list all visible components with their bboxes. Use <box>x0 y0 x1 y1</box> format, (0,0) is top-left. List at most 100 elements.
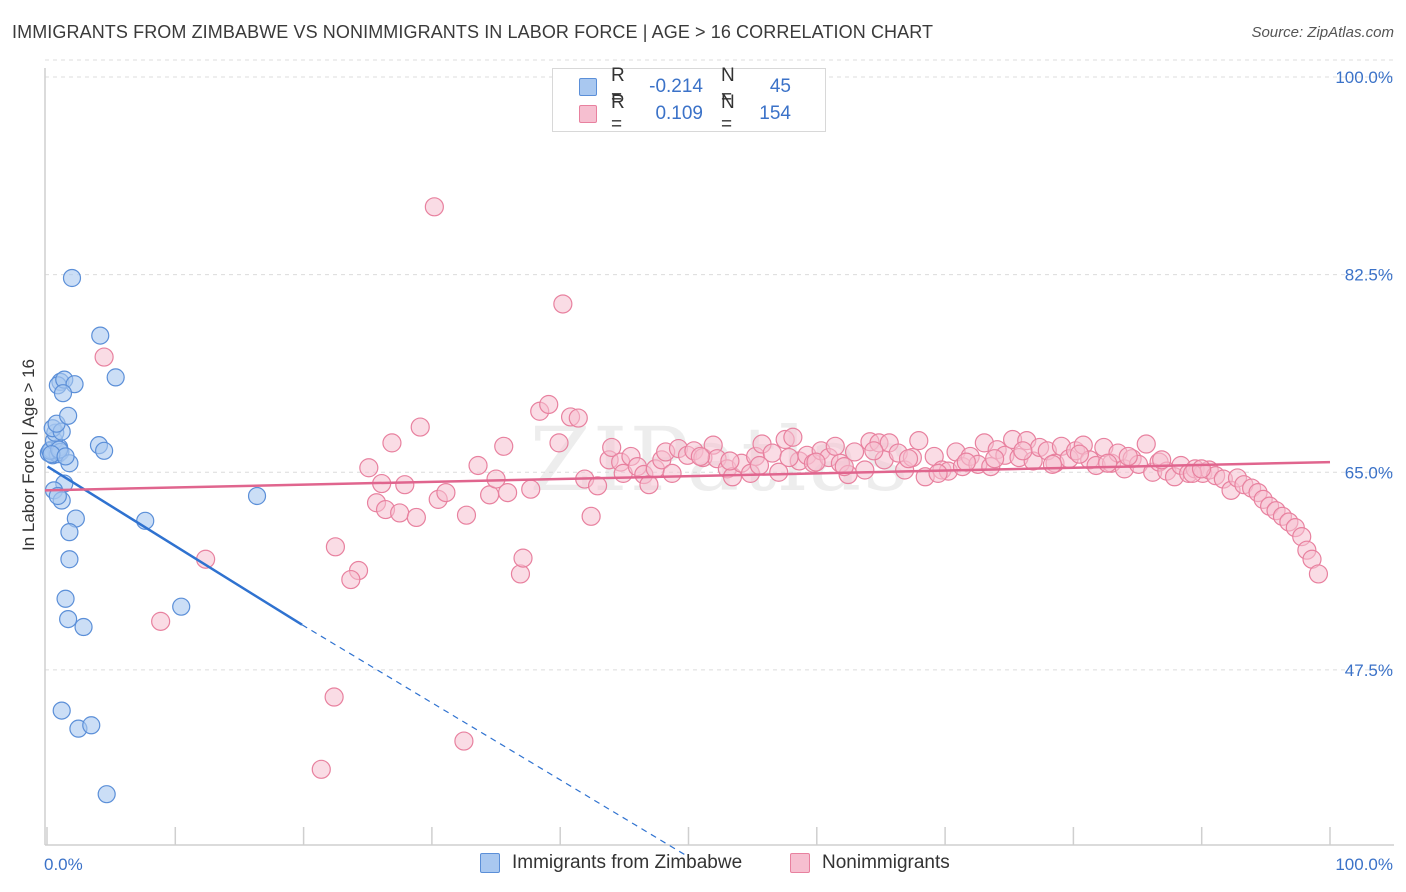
tick-labels: 47.5% 65.0% 82.5% 100.0% 0.0% 100.0% <box>44 68 1393 874</box>
nonimmigrant-point <box>1152 450 1172 470</box>
nonimmigrant-point <box>549 433 569 453</box>
legend-row-nonimmigrants: R = 0.109 N = 154 <box>579 92 791 135</box>
zimbabwe-trend-extension <box>301 624 688 857</box>
nonimmigrant-point <box>834 457 854 477</box>
correlation-legend: R = -0.214 N = 45 R = 0.109 N = 154 <box>552 65 826 135</box>
trend-lines <box>44 460 1331 857</box>
nonimmigrant-point <box>454 731 474 751</box>
nonimmigrant-point <box>311 759 331 779</box>
chart-title: IMMIGRANTS FROM ZIMBABWE VS NONIMMIGRANT… <box>12 22 934 42</box>
legend-r-label: R = <box>611 65 625 108</box>
zimbabwe-trend-line <box>46 465 303 626</box>
zimbabwe-point <box>56 589 75 608</box>
nonimmigrant-point <box>456 505 477 525</box>
nonimmigrant-point <box>539 394 559 415</box>
nonimmigrant-point <box>406 507 426 528</box>
nonimmigrant-point <box>94 347 114 367</box>
zimbabwe-point <box>74 617 93 637</box>
nonimmigrant-point <box>436 482 456 503</box>
zimbabwe-point <box>59 406 78 425</box>
nonimmigrant-point <box>1098 453 1118 473</box>
bottom-legend-label-nonimmigrants: Nonimmigrants <box>822 852 950 873</box>
legend-swatch-blue <box>579 78 597 96</box>
y-tick-label: 82.5% <box>1345 266 1393 285</box>
zimbabwe-point <box>97 785 116 804</box>
nonimmigrant-point <box>1136 434 1156 454</box>
nonimmigrant-point <box>779 447 799 468</box>
zimbabwe-point <box>106 368 125 387</box>
bottom-legend-zimbabwe: Immigrants from Zimbabwe <box>480 852 742 874</box>
bottom-swatch-blue <box>480 853 500 873</box>
zimbabwe-point <box>60 550 79 569</box>
nonimmigrant-point <box>553 294 573 314</box>
nonimmigrant-point <box>513 548 533 568</box>
legend-r-value: -0.214 <box>649 76 703 97</box>
nonimmigrant-point <box>468 455 488 476</box>
nonimmigrant-point <box>359 458 379 478</box>
nonimmigrant-trend-line <box>44 460 1331 492</box>
nonimmigrant-point <box>662 463 682 483</box>
y-tick-label: 65.0% <box>1345 463 1393 482</box>
nonimmigrant-point <box>324 687 344 707</box>
nonimmigrant-point <box>602 437 622 458</box>
nonimmigrant-point <box>909 431 929 451</box>
nonimmigrant-point <box>510 564 531 584</box>
zimbabwe-series <box>39 268 267 804</box>
zimbabwe-point <box>247 486 267 506</box>
nonimmigrant-point <box>568 408 588 428</box>
nonimmigrant-point <box>587 476 608 496</box>
nonimmigrants-series <box>94 197 1329 779</box>
nonimmigrant-point <box>521 479 541 499</box>
zimbabwe-point <box>95 441 114 460</box>
nonimmigrant-point <box>341 569 361 590</box>
y-axis-label: In Labor Force | Age > 16 <box>19 359 38 551</box>
nonimmigrant-point <box>1308 564 1329 584</box>
nonimmigrant-point <box>855 460 875 480</box>
nonimmigrant-point <box>498 482 518 503</box>
nonimmigrant-point <box>494 436 514 456</box>
zimbabwe-point <box>62 268 82 288</box>
x-tick-label: 100.0% <box>1335 855 1393 874</box>
nonimmigrant-point <box>390 503 410 523</box>
nonimmigrant-point <box>424 197 444 217</box>
nonimmigrant-point <box>410 417 430 437</box>
nonimmigrant-point <box>325 537 346 557</box>
nonimmigrant-point <box>928 463 948 483</box>
nonimmigrant-point <box>898 449 919 469</box>
nonimmigrant-point <box>985 449 1005 469</box>
zimbabwe-point <box>48 486 67 506</box>
nonimmigrant-point <box>1191 459 1212 479</box>
nonimmigrant-point <box>1013 441 1033 461</box>
x-tick-label: 0.0% <box>44 855 83 874</box>
legend-swatch-pink <box>579 105 597 123</box>
legend-r-label: R = <box>611 92 625 135</box>
nonimmigrant-point <box>1042 454 1063 474</box>
y-tick-label: 100.0% <box>1335 68 1393 87</box>
zimbabwe-point <box>56 447 75 466</box>
bottom-legend-label-zimbabwe: Immigrants from Zimbabwe <box>512 852 743 873</box>
legend-n-value: 45 <box>769 76 791 97</box>
legend-n-label: N = <box>721 92 735 135</box>
bottom-swatch-pink <box>790 853 810 873</box>
y-tick-label: 47.5% <box>1345 661 1393 680</box>
nonimmigrant-point <box>382 433 402 453</box>
nonimmigrant-point <box>581 506 601 526</box>
zimbabwe-point <box>172 597 191 616</box>
legend-r-value: 0.109 <box>655 103 703 124</box>
nonimmigrant-point <box>395 475 415 495</box>
legend-n-label: N = <box>721 65 735 108</box>
nonimmigrant-point <box>1118 446 1138 467</box>
zimbabwe-point <box>52 701 71 720</box>
nonimmigrant-point <box>720 451 740 471</box>
zimbabwe-point <box>91 326 110 345</box>
nonimmigrant-point <box>956 452 976 472</box>
nonimmigrant-point <box>690 446 710 467</box>
source-label: Source: ZipAtlas.com <box>1251 24 1394 41</box>
zimbabwe-point <box>59 610 78 629</box>
nonimmigrant-point <box>806 452 826 472</box>
nonimmigrant-point <box>151 611 171 631</box>
legend-n-value: 154 <box>759 103 791 124</box>
zimbabwe-point <box>82 716 101 735</box>
bottom-legend-nonimmigrants: Nonimmigrants <box>790 852 950 874</box>
